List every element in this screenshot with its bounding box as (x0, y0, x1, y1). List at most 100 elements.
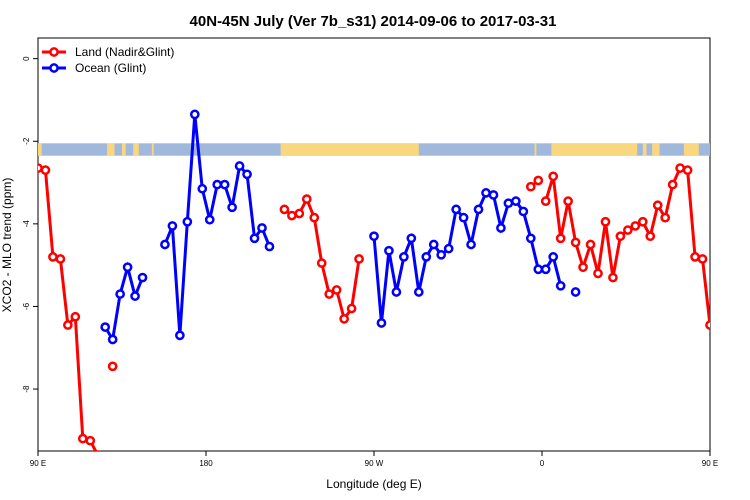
data-point (301, 194, 312, 204)
data-point (331, 285, 342, 295)
data-point (346, 303, 357, 314)
data-point (578, 262, 588, 273)
data-point (212, 179, 223, 190)
data-point (660, 212, 671, 223)
series (100, 109, 581, 345)
data-point (391, 287, 402, 297)
data-point (555, 233, 566, 244)
y-axis-label: XCO2 - MLO trend (ppm) (0, 178, 14, 313)
data-point (107, 334, 118, 345)
data-point (287, 210, 297, 221)
data-point (160, 239, 170, 250)
x-tick-label: 90 E (702, 459, 718, 468)
legend-label: Ocean (Glint) (75, 61, 146, 75)
land-band-segment (551, 143, 638, 156)
x-tick-label: 180 (199, 459, 213, 468)
land-band-segment (534, 143, 537, 156)
land-band-segment (683, 143, 699, 156)
legend-label: Land (Nadir&Glint) (75, 45, 174, 59)
land-band-segment (107, 143, 115, 156)
legend-marker (49, 63, 59, 73)
data-point (488, 190, 499, 200)
data-point (682, 165, 693, 176)
data-point (623, 225, 633, 235)
data-point (436, 249, 447, 260)
data-point (197, 183, 208, 194)
data-point (294, 208, 305, 219)
data-point (690, 252, 700, 262)
data-point (563, 196, 573, 206)
data-point (77, 433, 88, 444)
data-point (503, 198, 514, 209)
legend: Land (Nadir&Glint) Ocean (Glint) (42, 45, 174, 75)
y-tick-label: -4 (22, 220, 31, 228)
data-point (204, 214, 215, 225)
x-axis-label: Longitude (deg E) (326, 477, 421, 491)
data-point (85, 435, 96, 446)
data-point (496, 223, 506, 233)
data-point (309, 212, 320, 223)
data-point (406, 233, 417, 244)
data-point (130, 291, 140, 301)
data-point (219, 179, 230, 190)
land-band-segment (122, 143, 126, 156)
data-point (608, 272, 618, 283)
y-tick-label: -6 (22, 302, 31, 310)
data-point (234, 161, 245, 171)
data-point (540, 264, 551, 275)
data-point (48, 252, 58, 262)
y-tick-label: -2 (22, 137, 31, 145)
data-point (473, 204, 484, 215)
x-tick-label: 0 (540, 459, 545, 468)
land-band-segment (133, 143, 139, 156)
series-line (103, 261, 144, 344)
y-tick-label: 0 (22, 56, 31, 61)
data-point (324, 289, 335, 299)
land-sea-band (38, 143, 710, 156)
data-point (652, 200, 663, 211)
data-point (518, 206, 529, 217)
series-line (38, 166, 98, 451)
data-point (167, 221, 178, 231)
data-point (182, 216, 193, 227)
data-point (189, 109, 200, 120)
land-band-segment (280, 143, 419, 156)
y-axis: 0 -2 -4 -6 -8 (22, 56, 38, 393)
data-point (70, 311, 81, 322)
data-point (249, 233, 260, 244)
series-group (38, 109, 710, 451)
data-point (525, 181, 536, 192)
data-point (570, 237, 581, 248)
data-point (175, 330, 185, 341)
legend-marker (49, 47, 59, 57)
data-point (585, 239, 596, 250)
data-point (525, 233, 536, 244)
data-point (339, 313, 349, 324)
data-point (55, 254, 66, 264)
data-point (615, 231, 626, 242)
data-point (242, 169, 252, 180)
data-point (63, 320, 73, 330)
data-point (555, 280, 566, 291)
data-point (540, 196, 551, 206)
data-point (511, 196, 521, 206)
data-point (227, 202, 237, 213)
data-point (257, 223, 267, 233)
data-point (354, 254, 364, 264)
data-point (466, 239, 476, 250)
y-tick-label: -8 (22, 385, 31, 393)
data-point (122, 262, 133, 273)
data-point (600, 216, 611, 227)
data-point (316, 258, 327, 268)
x-tick-label: 90 W (365, 459, 384, 468)
data-point (399, 252, 409, 262)
data-point (421, 252, 432, 262)
data-point (38, 163, 43, 173)
data-point (533, 264, 544, 275)
data-point (384, 245, 394, 256)
data-point (100, 322, 111, 332)
series-clip (38, 109, 710, 451)
data-point (369, 231, 379, 242)
data-point (481, 188, 491, 198)
